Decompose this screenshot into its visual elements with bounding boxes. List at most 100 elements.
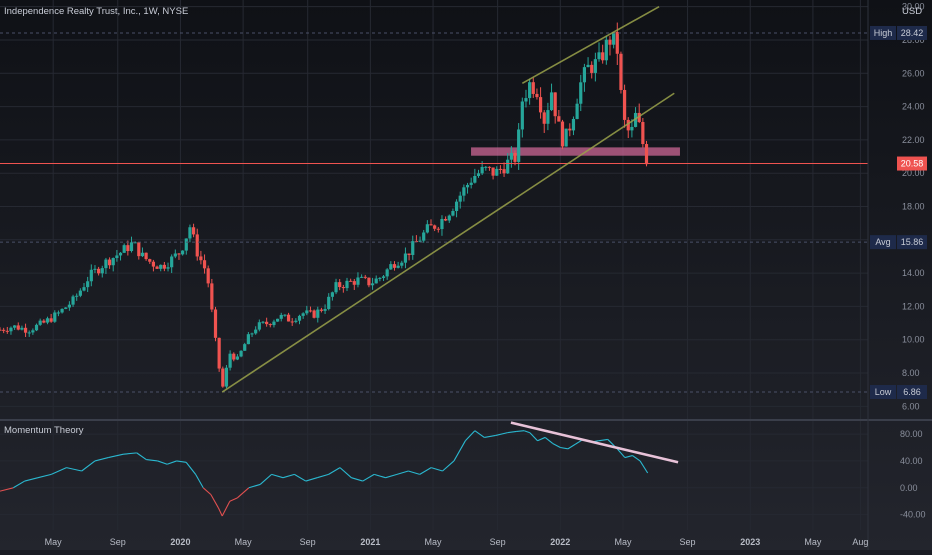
bullish-candle <box>275 318 280 322</box>
oscillator-tick-label: -40.00 <box>900 510 926 520</box>
time-axis[interactable]: May Sep 2020 May Sep 2021 May Sep 2022 May Sep 2023… <box>45 537 869 547</box>
momentum-line-segment <box>221 500 231 517</box>
time-tick-label: Sep <box>680 537 696 547</box>
bullish-candle <box>582 67 587 83</box>
oscillator-axis[interactable]: -40.00 0.00 40.00 80.00 <box>900 429 926 520</box>
time-tick-label: Sep <box>490 537 506 547</box>
bullish-candle <box>495 168 499 176</box>
momentum-line-segment <box>248 483 261 489</box>
momentum-line-segment <box>195 474 204 489</box>
bullish-candle <box>64 307 68 309</box>
bearish-candle <box>23 327 28 333</box>
bullish-candle <box>458 195 462 202</box>
time-tick-label: 2021 <box>360 537 380 547</box>
bullish-candle <box>261 321 265 323</box>
oscillator-tick-label: 80.00 <box>900 429 923 439</box>
bullish-candle <box>257 322 261 330</box>
time-tick-label: May <box>235 537 253 547</box>
bullish-candle <box>297 315 302 321</box>
bullish-candle <box>334 282 338 293</box>
bearish-candle <box>177 253 181 255</box>
bullish-candle <box>20 327 24 330</box>
bearish-candle <box>601 52 605 61</box>
bullish-candle <box>517 129 521 162</box>
bullish-candle <box>396 265 400 268</box>
bearish-candle <box>319 309 324 311</box>
bearish-candle <box>221 368 225 387</box>
time-tick-label: Sep <box>300 537 316 547</box>
bullish-candle <box>78 290 82 296</box>
momentum-line-segment <box>639 460 649 474</box>
bearish-candle <box>338 282 342 288</box>
bearish-candle <box>151 261 156 267</box>
bullish-candle <box>403 253 408 263</box>
currency-label: USD <box>902 6 922 17</box>
momentum-line-segment <box>616 448 626 458</box>
bullish-candle <box>129 242 134 252</box>
time-tick-label: 2022 <box>550 537 570 547</box>
momentum-line-segment <box>81 460 96 472</box>
bearish-candle <box>265 321 269 325</box>
bullish-candle <box>294 320 298 322</box>
bullish-candle <box>75 295 79 297</box>
bearish-candle <box>210 283 214 310</box>
bullish-candle <box>301 313 305 316</box>
bearish-candle <box>232 353 236 360</box>
bearish-candle <box>615 32 619 54</box>
momentum-line-segment <box>146 459 158 462</box>
bearish-candle <box>97 268 101 274</box>
bearish-candle <box>341 287 345 289</box>
price-line-tag-box <box>870 235 896 250</box>
bullish-candle <box>122 245 126 253</box>
momentum-line-segment <box>351 477 363 482</box>
momentum-line-segment <box>294 473 307 482</box>
bearish-candle <box>407 253 411 255</box>
bearish-candle <box>206 268 210 284</box>
time-tick-label: May <box>45 537 63 547</box>
price-tick-label: 6.00 <box>902 401 920 411</box>
price-line-layer <box>0 32 868 393</box>
oscillator-title: Momentum Theory <box>4 425 84 436</box>
bullish-candle <box>184 238 188 251</box>
price-line-tag-box <box>870 385 896 400</box>
bullish-candle <box>345 280 349 289</box>
momentum-line-segment <box>374 473 386 479</box>
bullish-candle <box>524 98 528 102</box>
bearish-candle <box>637 112 641 123</box>
momentum-line-segment <box>552 442 561 448</box>
bullish-candle <box>630 126 634 131</box>
momentum-line-segment <box>51 467 67 475</box>
bullish-candle <box>370 283 375 286</box>
bullish-candle <box>462 187 466 196</box>
momentum-line-segment <box>176 460 187 463</box>
bullish-candle <box>473 176 477 183</box>
momentum-line-segment <box>537 436 546 442</box>
bearish-candle <box>268 324 272 326</box>
bullish-candle <box>418 240 422 242</box>
price-axis[interactable]: 6.008.0010.0012.0014.0016.0018.0020.0022… <box>870 2 927 412</box>
bearish-candle <box>195 234 199 257</box>
bullish-candle <box>520 101 524 130</box>
momentum-line-segment <box>237 487 250 499</box>
bearish-candle <box>363 276 367 278</box>
time-tick-label: 2020 <box>170 537 190 547</box>
bullish-candle <box>86 281 90 288</box>
bullish-candle <box>133 242 137 244</box>
momentum-line-segment <box>430 467 443 472</box>
price-line-value-label: 15.86 <box>901 237 924 247</box>
bearish-candle <box>560 121 565 147</box>
momentum-line-segment <box>210 494 219 509</box>
momentum-line-segment <box>598 438 608 442</box>
bullish-candle <box>597 52 601 60</box>
momentum-line-segment <box>259 473 272 485</box>
bearish-candle <box>590 64 594 73</box>
bullish-candle <box>411 241 415 255</box>
bullish-candle <box>140 252 145 257</box>
bullish-candle <box>422 232 426 241</box>
bearish-candle <box>107 259 112 266</box>
price-line-tag-box <box>870 25 896 40</box>
momentum-line-segment <box>271 473 284 479</box>
momentum-line-segment <box>419 467 432 475</box>
